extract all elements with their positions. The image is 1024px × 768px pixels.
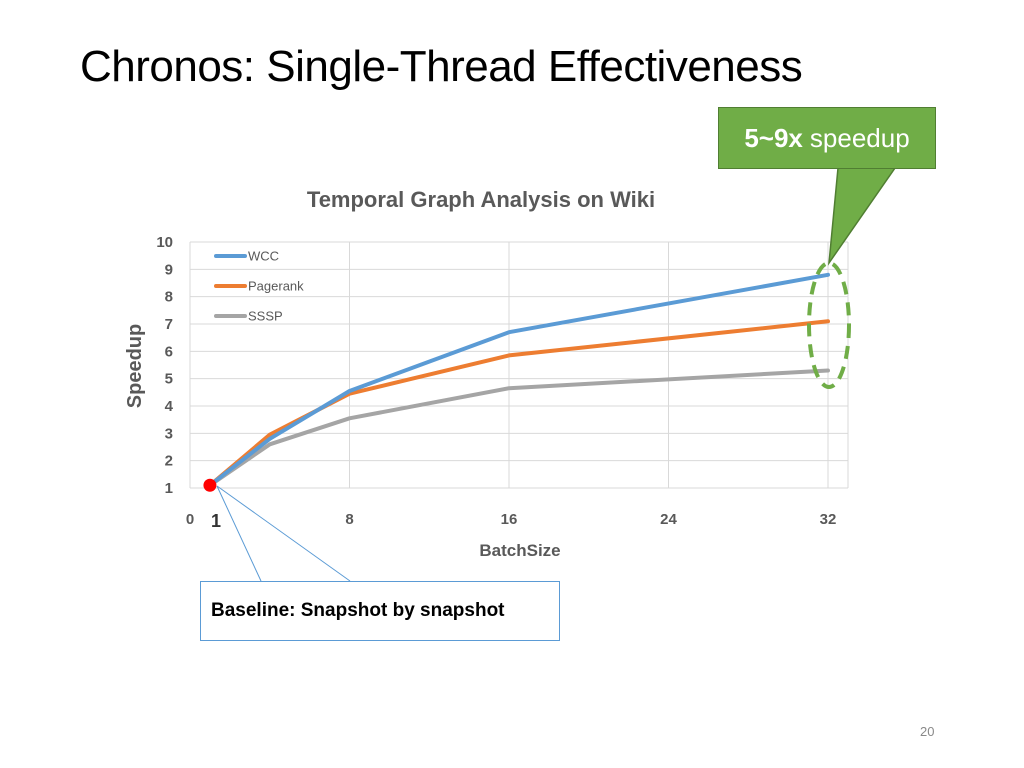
chart-series (203, 272, 830, 492)
series-line-wcc (207, 272, 830, 488)
y-tick-label: 4 (165, 398, 174, 415)
x-tick-label: 0 (186, 511, 194, 528)
y-tick-label: 7 (165, 316, 173, 333)
y-axis-ticks: 1 2 3 4 5 6 7 8 9 10 (156, 234, 173, 497)
chart-legend: WCC Pagerank SSSP (214, 249, 304, 324)
y-axis-label: Speedup (124, 324, 146, 408)
callout-text: speedup (809, 122, 910, 153)
legend-label-sssp: SSSP (248, 309, 283, 324)
x-tick-label: 32 (820, 511, 837, 528)
callout-bold-text: 5~9x (744, 122, 803, 153)
y-tick-label: 10 (156, 234, 173, 251)
legend-label-pagerank: Pagerank (248, 279, 304, 294)
slide-number: 20 (920, 724, 935, 739)
speedup-callout: 5~9x speedup (718, 107, 936, 169)
x-tick-label: 8 (345, 511, 353, 528)
legend-label-wcc: WCC (248, 249, 279, 264)
series-line-pagerank (207, 319, 830, 488)
y-tick-label: 6 (165, 343, 173, 360)
x-tick-label: 16 (501, 511, 518, 528)
y-tick-label: 5 (165, 371, 173, 388)
baseline-point (203, 478, 217, 492)
x-axis-ticks: 0 8 16 24 32 (186, 511, 837, 528)
y-tick-label: 3 (165, 425, 173, 442)
y-tick-label: 9 (165, 261, 173, 278)
x-tick-label: 24 (660, 511, 677, 528)
y-tick-label: 8 (165, 289, 173, 306)
y-tick-label: 2 (165, 453, 173, 470)
baseline-x-label: 1 (211, 511, 221, 531)
y-tick-label: 1 (165, 480, 173, 497)
chart-title: Temporal Graph Analysis on Wiki (307, 187, 655, 212)
chart-gridlines (189, 241, 849, 489)
x-axis-label: BatchSize (479, 541, 560, 560)
series-line-sssp (207, 368, 830, 488)
slide-title: Chronos: Single-Thread Effectiveness (80, 42, 803, 91)
baseline-note: Baseline: Snapshot by snapshot (200, 581, 560, 641)
